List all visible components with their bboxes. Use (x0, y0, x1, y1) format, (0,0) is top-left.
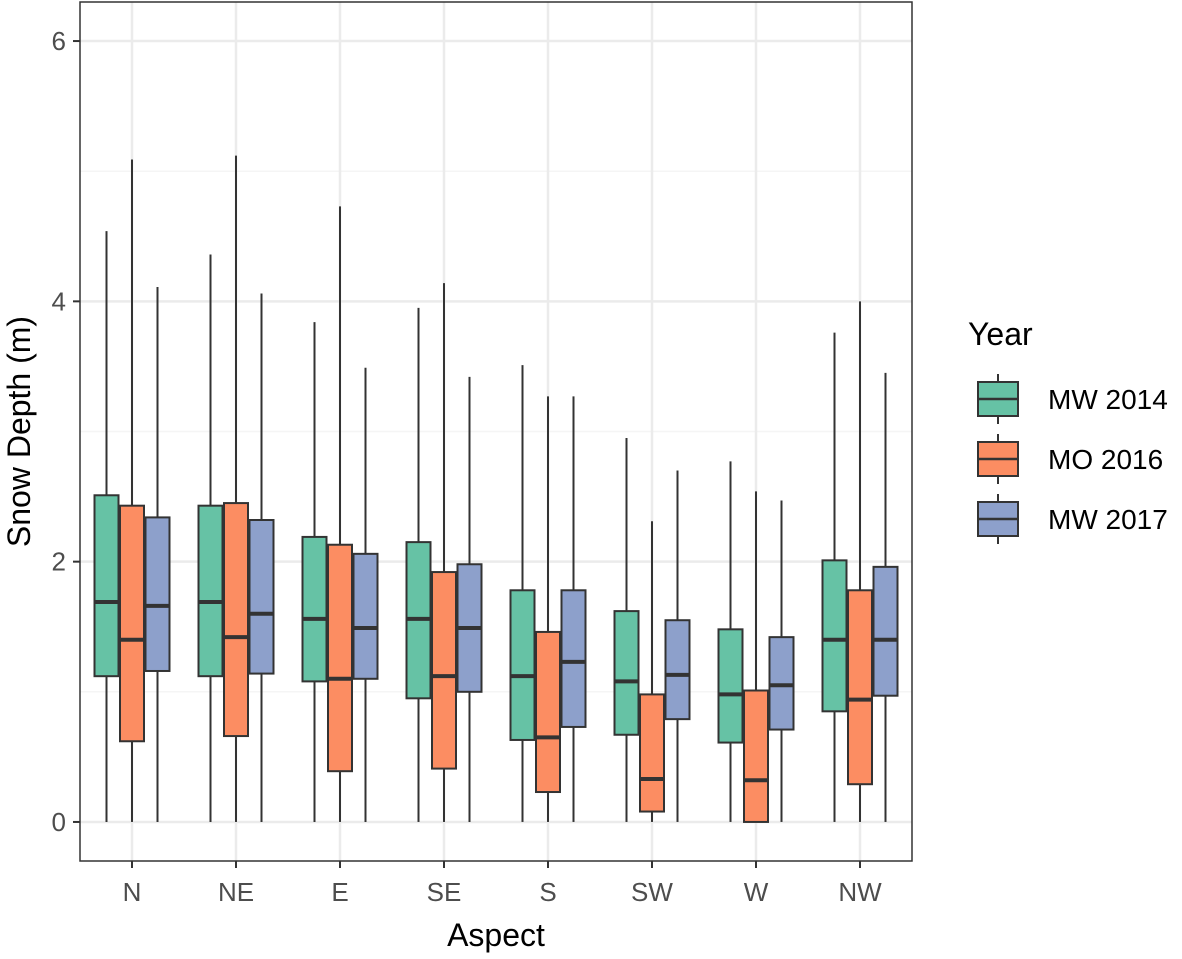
axes: 0 2 4 6 N NE E SE S SW W NW (52, 26, 883, 907)
box-body (144, 516, 171, 672)
box-N-1 (119, 159, 145, 822)
plot-area (93, 155, 899, 823)
box-N-2 (144, 287, 171, 822)
y-tick-label: 6 (52, 26, 66, 56)
x-axis-title: Aspect (447, 917, 545, 953)
box-body (509, 589, 536, 741)
legend-item: MW 2017 (977, 494, 1168, 544)
box-body (327, 543, 353, 773)
box-NW-1 (847, 301, 873, 822)
x-tick-label: SW (631, 877, 673, 907)
box-NE-0 (197, 254, 224, 822)
box-NW-0 (821, 332, 848, 822)
box-W-0 (717, 461, 744, 822)
legend-title: Year (968, 316, 1033, 352)
box-body (743, 689, 769, 823)
legend-item: MO 2016 (977, 434, 1163, 484)
legend-label: MW 2017 (1048, 504, 1168, 535)
legend: Year MW 2014 MO 2016 MW 2017 (968, 316, 1168, 544)
panel-border (79, 1, 913, 862)
box-E-2 (352, 367, 379, 822)
box-body (197, 504, 224, 678)
box-SE-2 (456, 376, 483, 822)
box-body (535, 630, 561, 794)
box-E-0 (301, 322, 328, 822)
x-tick-label: N (123, 877, 142, 907)
box-body (639, 693, 665, 813)
box-NW-2 (872, 372, 899, 822)
legend-label: MW 2014 (1048, 384, 1168, 415)
y-tick-label: 0 (52, 807, 66, 837)
legend-item: MW 2014 (977, 374, 1168, 424)
box-body (119, 504, 145, 743)
box-body (872, 565, 899, 697)
box-body (301, 535, 328, 683)
box-SW-2 (664, 470, 691, 822)
box-N-0 (93, 231, 120, 822)
box-SE-0 (405, 307, 432, 822)
box-E-1 (327, 206, 353, 822)
box-W-2 (768, 500, 795, 822)
box-W-1 (743, 491, 769, 823)
grid-lines (80, 2, 912, 861)
x-tick-label: W (744, 877, 769, 907)
box-NE-1 (223, 155, 249, 822)
x-tick-label: E (331, 877, 348, 907)
box-body (248, 519, 275, 675)
box-S-1 (535, 396, 561, 822)
box-body (717, 628, 744, 744)
y-tick-label: 2 (52, 547, 66, 577)
box-body (847, 589, 873, 786)
y-axis-title: Snow Depth (m) (1, 316, 37, 547)
box-body (560, 589, 587, 728)
box-body (352, 552, 379, 680)
box-S-0 (509, 365, 536, 822)
box-SE-1 (431, 283, 457, 822)
box-body (431, 571, 457, 770)
x-tick-label: S (539, 877, 556, 907)
box-body (664, 619, 691, 721)
box-body (223, 502, 249, 738)
box-S-2 (560, 396, 587, 822)
box-body (821, 559, 848, 713)
box-body (93, 494, 120, 678)
x-tick-label: SE (427, 877, 462, 907)
box-SW-1 (639, 521, 665, 822)
box-SW-0 (613, 438, 640, 822)
legend-label: MO 2016 (1048, 444, 1163, 475)
box-body (613, 610, 640, 736)
x-tick-label: NE (218, 877, 254, 907)
box-NE-2 (248, 293, 275, 822)
y-tick-label: 4 (52, 286, 66, 316)
x-tick-label: NW (838, 877, 882, 907)
